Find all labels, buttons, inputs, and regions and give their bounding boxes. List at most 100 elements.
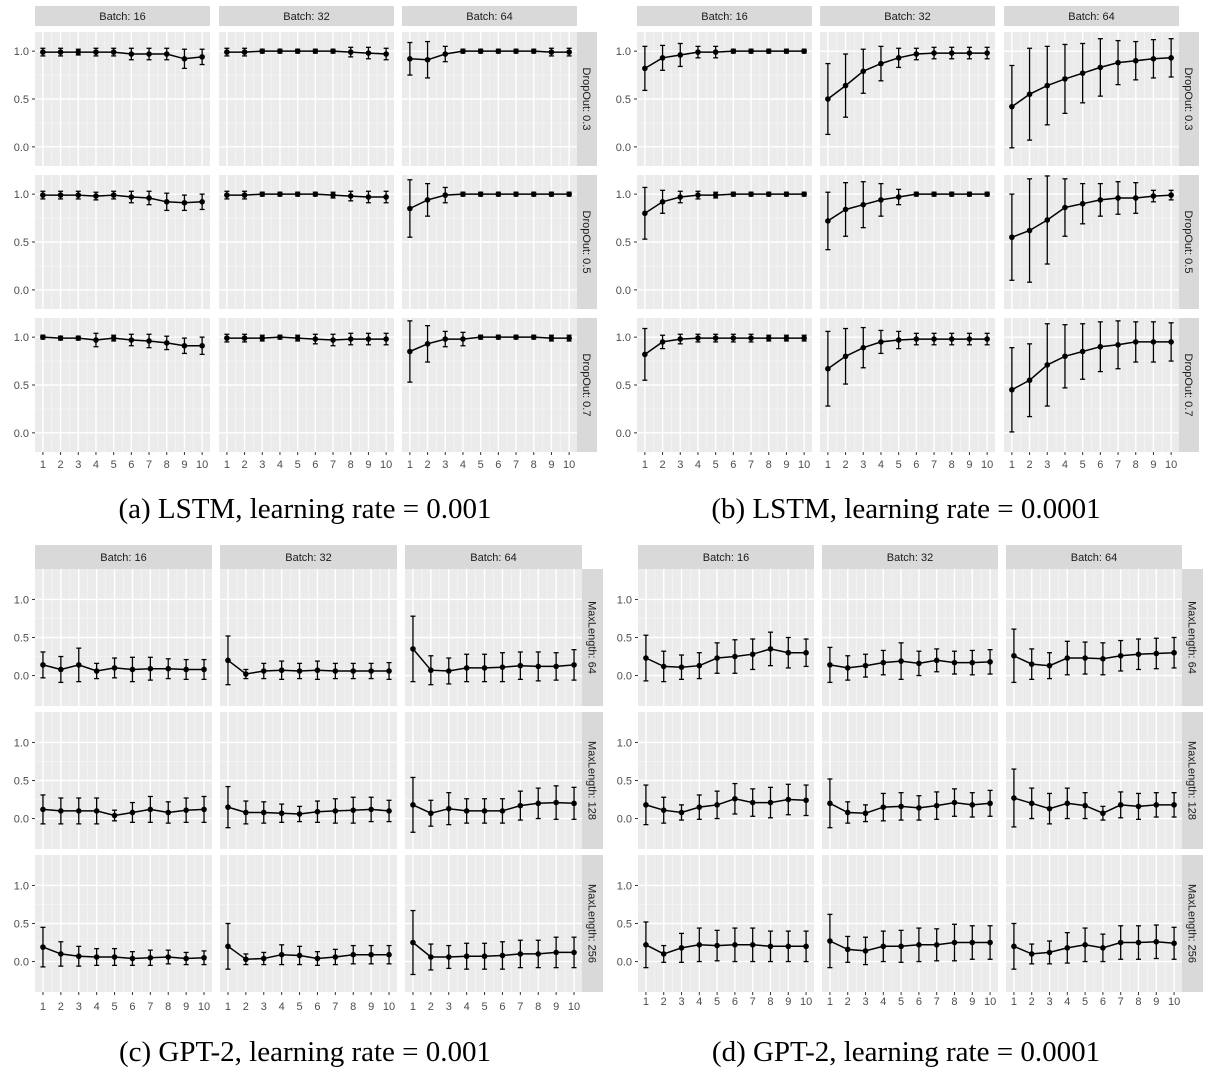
y-tick-label: 1.0: [14, 332, 29, 344]
data-point: [1132, 57, 1139, 64]
data-point: [933, 657, 940, 664]
y-tick-label: 1.0: [14, 594, 29, 606]
data-point: [111, 812, 118, 819]
data-point: [58, 951, 64, 957]
x-tick-label: 6: [1097, 459, 1103, 471]
data-point: [163, 199, 170, 205]
data-point: [880, 659, 887, 666]
data-point: [383, 51, 389, 57]
data-point: [895, 55, 902, 61]
data-point: [225, 804, 231, 810]
data-point: [643, 655, 649, 661]
data-point: [696, 942, 703, 948]
y-tick-label: 0.0: [14, 142, 29, 154]
data-point: [530, 191, 537, 197]
data-point: [712, 335, 719, 341]
panel: [1004, 32, 1179, 166]
data-point: [463, 953, 470, 960]
x-tick-label: 7: [931, 459, 937, 471]
panel: [637, 32, 812, 166]
x-tick-label: 6: [499, 1001, 505, 1013]
y-tick-label: 1.0: [617, 737, 632, 749]
x-tick-label: 10: [798, 459, 810, 471]
data-point: [842, 353, 849, 360]
y-tick-label: 0.5: [14, 237, 29, 249]
data-point: [660, 951, 667, 957]
x-tick-label: 6: [312, 459, 318, 471]
data-point: [294, 335, 301, 341]
data-point: [1082, 655, 1088, 661]
panel: [402, 32, 577, 166]
data-point: [75, 335, 82, 341]
x-tick-label: 9: [365, 459, 371, 471]
series-line: [1013, 651, 1175, 667]
data-point: [224, 335, 230, 341]
data-point: [243, 671, 249, 677]
data-point: [642, 65, 648, 72]
data-point: [898, 803, 904, 810]
series-line: [829, 801, 991, 814]
panel: [822, 569, 998, 706]
data-point: [1135, 939, 1142, 946]
data-point: [347, 49, 354, 55]
data-point: [147, 665, 154, 672]
column-strip: [35, 545, 212, 569]
row-strip: [582, 855, 603, 992]
data-point: [332, 808, 339, 814]
x-tick-label: 8: [348, 459, 354, 471]
row-strip-label: DropOut: 0.7: [1182, 354, 1194, 417]
x-tick-label: 8: [766, 459, 772, 471]
x-tick-label: 4: [464, 1001, 470, 1013]
data-point: [748, 48, 754, 54]
y-tick-label: 1.0: [616, 189, 631, 201]
panel: [405, 569, 582, 706]
data-point: [110, 192, 117, 198]
x-tick-label: 2: [243, 1001, 249, 1013]
x-tick-label: 2: [425, 459, 431, 471]
row-strip: [1179, 318, 1199, 452]
x-tick-label: 9: [181, 459, 187, 471]
data-point: [696, 662, 703, 669]
data-point: [93, 193, 99, 199]
data-point: [40, 662, 46, 668]
panel: [35, 712, 212, 849]
data-point: [1011, 943, 1017, 950]
data-point: [410, 939, 416, 946]
data-point: [1153, 650, 1160, 657]
x-tick-label: 8: [164, 459, 170, 471]
data-point: [827, 800, 833, 807]
y-tick-label: 0.5: [14, 919, 29, 931]
series-line: [1013, 941, 1175, 955]
y-tick-label: 1.0: [617, 880, 632, 892]
series-line: [644, 50, 805, 70]
x-tick-label: 1: [827, 996, 833, 1008]
data-point: [878, 197, 884, 203]
data-point: [931, 336, 937, 342]
data-point: [1011, 652, 1017, 659]
data-point: [314, 808, 321, 815]
y-tick-label: 0.5: [616, 237, 631, 249]
data-point: [1064, 800, 1071, 807]
y-tick-label: 1.0: [616, 46, 631, 58]
row-strip-label: MaxLength: 64: [1186, 601, 1198, 674]
data-point: [129, 666, 136, 673]
x-tick-label: 9: [553, 1001, 559, 1013]
data-point: [783, 335, 790, 341]
data-point: [93, 337, 99, 343]
row-strip: [1179, 32, 1199, 166]
data-point: [571, 800, 577, 807]
data-point: [445, 954, 452, 960]
data-point: [460, 48, 466, 54]
data-point: [330, 192, 336, 198]
data-point: [312, 336, 319, 342]
x-tick-label: 5: [1080, 459, 1086, 471]
data-point: [1100, 656, 1106, 662]
column-strip-label: Batch: 32: [283, 11, 329, 23]
data-point: [748, 191, 754, 197]
panel: [638, 712, 814, 849]
data-point: [767, 799, 774, 806]
row-strip: [582, 569, 603, 706]
data-point: [241, 192, 248, 198]
chart-figure-2: Batch: 16 Batch: 32 Batch: 64 MaxLength: 64…: [14, 545, 603, 1067]
